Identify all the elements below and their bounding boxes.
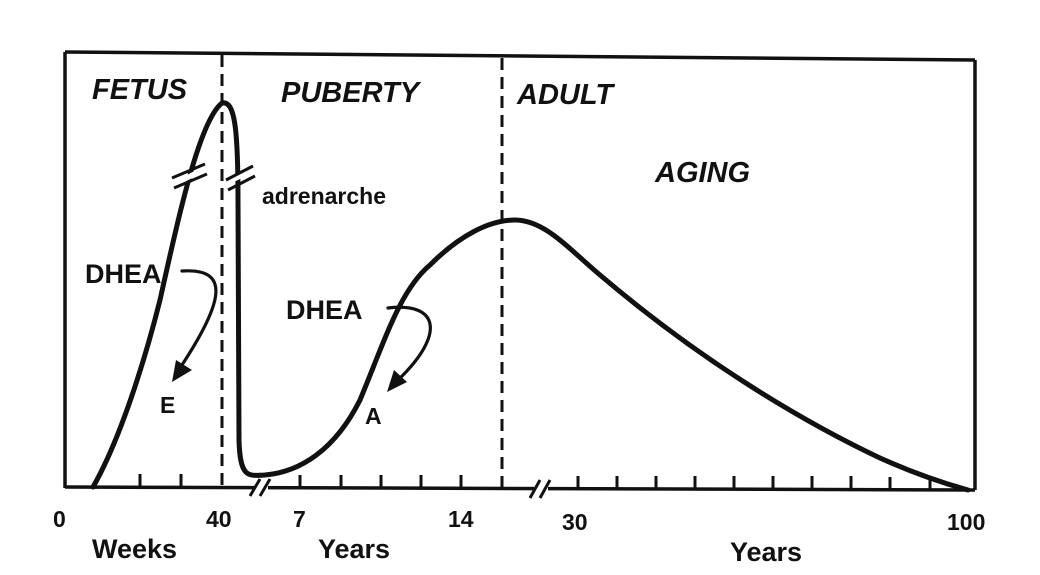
chart-frame <box>63 50 977 492</box>
tick-label-7: 7 <box>293 506 306 532</box>
curve-break-right <box>225 164 256 192</box>
arrow-dhea-to-e <box>172 269 218 382</box>
x-axis-break-1 <box>248 478 272 497</box>
x-axis-ticks <box>138 474 932 490</box>
phase-label-adult: ADULT <box>516 79 615 111</box>
arrow-dhea-to-a <box>386 305 432 392</box>
annotation-e: E <box>160 392 175 418</box>
annotation-dhea-fetal: DHEA <box>85 259 162 289</box>
unit-label-years-childhood: Years <box>318 534 390 564</box>
tick-label-0: 0 <box>53 506 66 532</box>
phase-label-aging: AGING <box>654 157 750 189</box>
tick-label-14: 14 <box>448 506 474 532</box>
unit-label-years-adult: Years <box>730 537 802 567</box>
x-axis-break-2 <box>528 479 552 499</box>
phase-label-fetus: FETUS <box>92 74 188 106</box>
annotation-dhea-pubertal: DHEA <box>286 295 363 325</box>
curve-break-left <box>171 162 208 190</box>
phase-label-puberty: PUBERTY <box>281 77 422 109</box>
tick-label-100: 100 <box>947 509 985 535</box>
tick-label-40: 40 <box>206 506 232 532</box>
annotation-a: A <box>365 403 382 429</box>
tick-label-30: 30 <box>562 509 588 535</box>
unit-label-weeks: Weeks <box>92 534 177 564</box>
annotation-adrenarche: adrenarche <box>262 183 386 209</box>
dhea-curve <box>90 100 971 493</box>
